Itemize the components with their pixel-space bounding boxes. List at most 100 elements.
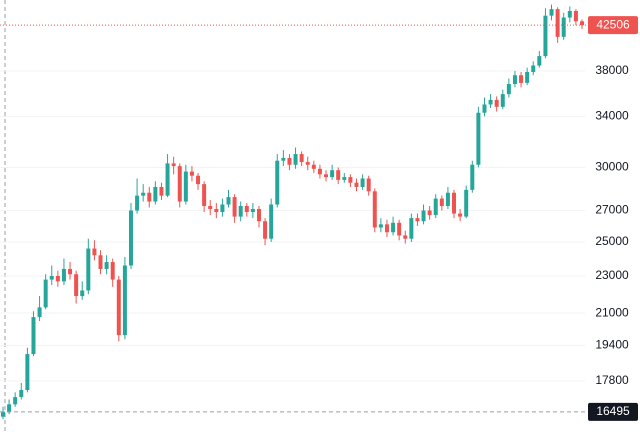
last-price-box bbox=[588, 16, 638, 35]
y-tick-label: 21000 bbox=[595, 305, 629, 319]
candle-body bbox=[525, 71, 530, 83]
candle-body bbox=[549, 9, 554, 16]
candle-body bbox=[74, 274, 79, 297]
candle-body bbox=[543, 15, 548, 57]
candle-body bbox=[86, 248, 91, 291]
candle-body bbox=[317, 168, 322, 175]
candle-body bbox=[531, 65, 536, 72]
candle-body bbox=[61, 268, 66, 282]
candle-body bbox=[287, 158, 292, 165]
candle-body bbox=[104, 262, 109, 269]
candle-body bbox=[92, 248, 97, 256]
candle-body bbox=[555, 9, 560, 37]
candle-body bbox=[135, 195, 140, 211]
candle-body bbox=[305, 162, 310, 165]
candle-body bbox=[342, 177, 347, 180]
candle-body bbox=[366, 178, 371, 192]
candle-body bbox=[397, 222, 402, 236]
candle-body bbox=[567, 10, 572, 18]
candle-body bbox=[458, 213, 463, 217]
candle-body bbox=[445, 192, 450, 206]
y-tick-label: 23000 bbox=[595, 268, 629, 282]
candle-body bbox=[519, 75, 524, 83]
candle-body bbox=[482, 104, 487, 113]
y-tick-label: 25000 bbox=[595, 234, 629, 248]
candle-body bbox=[238, 205, 243, 217]
candle-body bbox=[311, 164, 316, 169]
y-tick-label: 38000 bbox=[595, 63, 629, 77]
candle-body bbox=[153, 186, 158, 202]
candle-body bbox=[269, 204, 274, 239]
candle-body bbox=[330, 170, 335, 178]
candle-body bbox=[244, 205, 249, 213]
candle-body bbox=[25, 354, 30, 390]
candle-body bbox=[415, 218, 420, 222]
candle-body bbox=[13, 397, 18, 405]
candle-body bbox=[409, 218, 414, 239]
candle-body bbox=[110, 262, 115, 280]
candle-body bbox=[250, 208, 255, 213]
candle-body bbox=[31, 317, 36, 355]
candle-body bbox=[49, 276, 54, 280]
candle-body bbox=[372, 191, 377, 228]
candle-body bbox=[433, 198, 438, 216]
y-tick-label: 34000 bbox=[595, 108, 629, 122]
candle-body bbox=[512, 75, 517, 84]
candle-body bbox=[183, 171, 188, 202]
y-tick-label: 27000 bbox=[595, 203, 629, 217]
candle-body bbox=[360, 178, 365, 187]
candle-body bbox=[391, 222, 396, 233]
candle-body bbox=[421, 210, 426, 222]
candle-body bbox=[122, 265, 127, 336]
candle-body bbox=[336, 170, 341, 180]
candle-body bbox=[19, 389, 24, 398]
candle-body bbox=[506, 83, 511, 95]
candle-body bbox=[7, 404, 12, 412]
last-price-label: 42506 bbox=[596, 17, 630, 31]
candle-body bbox=[494, 99, 499, 107]
candle-body bbox=[354, 182, 359, 187]
candle-body bbox=[171, 163, 176, 167]
candle-body bbox=[189, 171, 194, 176]
candle-body bbox=[275, 160, 280, 205]
candle-body bbox=[263, 221, 268, 239]
candle-body bbox=[1, 411, 5, 417]
candle-body bbox=[573, 10, 578, 22]
candle-body bbox=[208, 205, 213, 209]
candle-body bbox=[43, 279, 48, 308]
candle-body bbox=[580, 21, 584, 26]
candle-body bbox=[403, 235, 408, 239]
candle-body bbox=[232, 197, 237, 217]
candle-body bbox=[439, 198, 444, 206]
candle-body bbox=[488, 99, 493, 105]
candle-body bbox=[98, 255, 103, 269]
y-tick-label: 17800 bbox=[595, 373, 629, 387]
candle-body bbox=[378, 224, 383, 228]
candle-body bbox=[202, 184, 207, 206]
candle-body bbox=[220, 204, 225, 213]
candle-body bbox=[281, 158, 286, 161]
low-price-label: 16495 bbox=[596, 404, 630, 418]
candle-body bbox=[141, 192, 146, 196]
candle-body bbox=[165, 163, 170, 196]
candle-body bbox=[68, 268, 73, 275]
candle-body bbox=[464, 189, 469, 217]
y-tick-label: 30000 bbox=[595, 160, 629, 174]
candle-body bbox=[500, 94, 505, 107]
candle-body bbox=[561, 17, 566, 37]
candle-body bbox=[256, 208, 261, 222]
candle-body bbox=[80, 290, 85, 297]
candle-body bbox=[537, 56, 542, 66]
candle-body bbox=[324, 174, 329, 178]
candle-body bbox=[299, 154, 304, 163]
candle-body bbox=[384, 224, 389, 233]
low-price-box bbox=[588, 402, 638, 421]
candle-body bbox=[147, 192, 152, 202]
candle-body bbox=[177, 166, 182, 202]
candle-body bbox=[293, 154, 298, 165]
candle-body bbox=[37, 307, 42, 318]
candle-body bbox=[427, 210, 432, 216]
candle-body bbox=[226, 197, 231, 205]
candle-body bbox=[470, 164, 475, 190]
